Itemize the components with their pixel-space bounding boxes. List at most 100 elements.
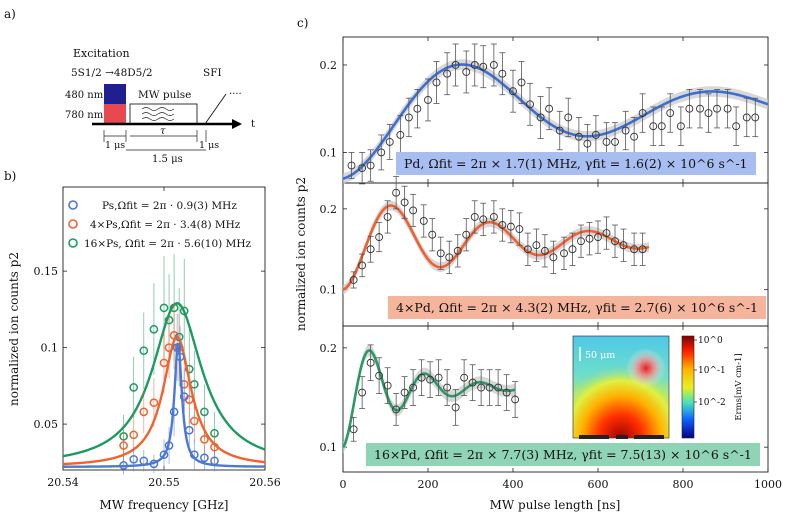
data-point bbox=[468, 378, 477, 387]
data-point bbox=[347, 161, 356, 170]
data-point bbox=[139, 456, 149, 466]
x-axis-label: MW frequency [GHz] bbox=[99, 498, 228, 512]
data-point bbox=[139, 407, 149, 417]
data-point bbox=[594, 233, 602, 242]
mw-pulse-label: MW pulse bbox=[138, 89, 191, 101]
data-point bbox=[129, 383, 139, 392]
data-point bbox=[583, 139, 592, 148]
fit-curve-4xpd bbox=[342, 204, 650, 291]
microwave-wave-icon bbox=[141, 107, 175, 121]
data-point bbox=[149, 324, 159, 334]
subplot-frame-16pd bbox=[342, 325, 769, 473]
data-point bbox=[611, 137, 619, 146]
data-point bbox=[383, 212, 392, 221]
data-point bbox=[549, 253, 558, 262]
data-point bbox=[451, 61, 460, 69]
x-axis-label-c: MW pulse length [ns] bbox=[490, 498, 621, 512]
data-point bbox=[164, 441, 174, 450]
data-point bbox=[526, 100, 534, 109]
duration-total-label: 1.5 μs bbox=[152, 154, 183, 165]
data-point bbox=[349, 275, 358, 284]
data-point bbox=[657, 122, 666, 131]
legend-label-16ps: 16×Ps, Ωfit = 2π · 5.6(10) MHz bbox=[84, 238, 251, 250]
data-point bbox=[159, 450, 169, 460]
data-point bbox=[445, 253, 454, 262]
data-point bbox=[383, 381, 392, 390]
data-point bbox=[409, 383, 418, 392]
panel-a-scheme: a) Excitation 5S1/2 →48D5/2 480 nm 780 n… bbox=[4, 7, 255, 165]
inset-hotspot bbox=[626, 348, 666, 388]
x-tick-label: 400 bbox=[503, 478, 524, 491]
data-point bbox=[375, 233, 384, 242]
data-point bbox=[536, 113, 545, 122]
data-point bbox=[470, 61, 479, 69]
data-point bbox=[602, 137, 611, 146]
data-point bbox=[432, 78, 441, 87]
data-point bbox=[200, 435, 209, 444]
data-point bbox=[200, 407, 209, 417]
data-point bbox=[426, 375, 435, 384]
laser-780-label: 780 nm bbox=[65, 110, 104, 121]
data-point bbox=[149, 459, 159, 469]
data-point bbox=[189, 416, 199, 426]
data-point bbox=[404, 113, 413, 122]
panel-c-chart: c) 0 200 400 600 800 1000 0.1 0.2 0.1 0.2 0.1 0.2 M… bbox=[294, 16, 782, 512]
data-point bbox=[479, 215, 488, 224]
data-point bbox=[630, 245, 639, 254]
legend-marker-ps bbox=[68, 200, 78, 210]
data-point bbox=[200, 453, 209, 463]
data-point bbox=[409, 206, 418, 215]
data-point bbox=[179, 306, 189, 316]
legend-label-4ps: 4×Ps,Ωfit = 2π · 3.4(8) MHz bbox=[90, 219, 241, 231]
data-point bbox=[424, 95, 432, 104]
data-point bbox=[591, 130, 600, 139]
colorbar bbox=[681, 335, 695, 439]
data-point bbox=[560, 249, 568, 258]
data-point bbox=[385, 137, 394, 146]
x-tick-label: 0 bbox=[340, 478, 347, 491]
tau-label: τ bbox=[160, 126, 166, 137]
data-point bbox=[732, 122, 741, 131]
data-point bbox=[577, 237, 585, 246]
data-point bbox=[498, 69, 507, 78]
data-point bbox=[400, 198, 409, 207]
fit-curve-pd bbox=[342, 63, 769, 180]
data-point bbox=[489, 212, 498, 221]
data-point bbox=[159, 303, 169, 313]
x-tick-label: 1000 bbox=[754, 478, 782, 491]
x-tick-label: 800 bbox=[673, 478, 694, 491]
data-point bbox=[723, 104, 732, 113]
data-point bbox=[366, 245, 375, 254]
data-point bbox=[392, 188, 401, 197]
excitation-label: Excitation bbox=[73, 47, 130, 60]
data-point bbox=[139, 346, 149, 356]
data-point bbox=[511, 395, 520, 404]
fit-confidence-band bbox=[343, 200, 649, 295]
data-point bbox=[358, 388, 367, 397]
colorbar-tick-0: 10^0 bbox=[698, 336, 723, 346]
data-point bbox=[742, 113, 751, 122]
sfi-ramp bbox=[204, 93, 227, 125]
time-axis-label: t bbox=[251, 119, 255, 130]
transition-label: 5S1/2 →48D5/2 bbox=[71, 67, 153, 79]
data-point bbox=[611, 237, 619, 246]
data-point bbox=[184, 364, 194, 374]
x-tick-label: 200 bbox=[418, 478, 439, 491]
inset-field-map: 50 μm 10^0 10^-1 10^-2 Erms[mV cm-1] bbox=[572, 335, 744, 439]
legend: Ps,Ωfit = 2π · 0.9(3) MHz 4×Ps,Ωfit = 2π… bbox=[68, 200, 251, 250]
colorbar-label: Erms[mV cm-1] bbox=[734, 353, 744, 420]
sfi-label: SFI bbox=[203, 67, 222, 79]
data-point bbox=[489, 61, 498, 69]
data-point bbox=[676, 122, 685, 131]
data-point bbox=[169, 331, 179, 340]
data-point bbox=[685, 104, 694, 113]
y-axis-label: normalized ion counts p2 bbox=[7, 252, 21, 406]
data-point bbox=[159, 358, 169, 368]
y-tick-label: 0.1 bbox=[320, 146, 338, 159]
data-point bbox=[585, 234, 594, 243]
legend-marker-16ps bbox=[68, 238, 78, 248]
data-point bbox=[366, 161, 375, 170]
data-point bbox=[451, 403, 460, 412]
data-point bbox=[164, 343, 174, 352]
data-point bbox=[506, 222, 515, 231]
